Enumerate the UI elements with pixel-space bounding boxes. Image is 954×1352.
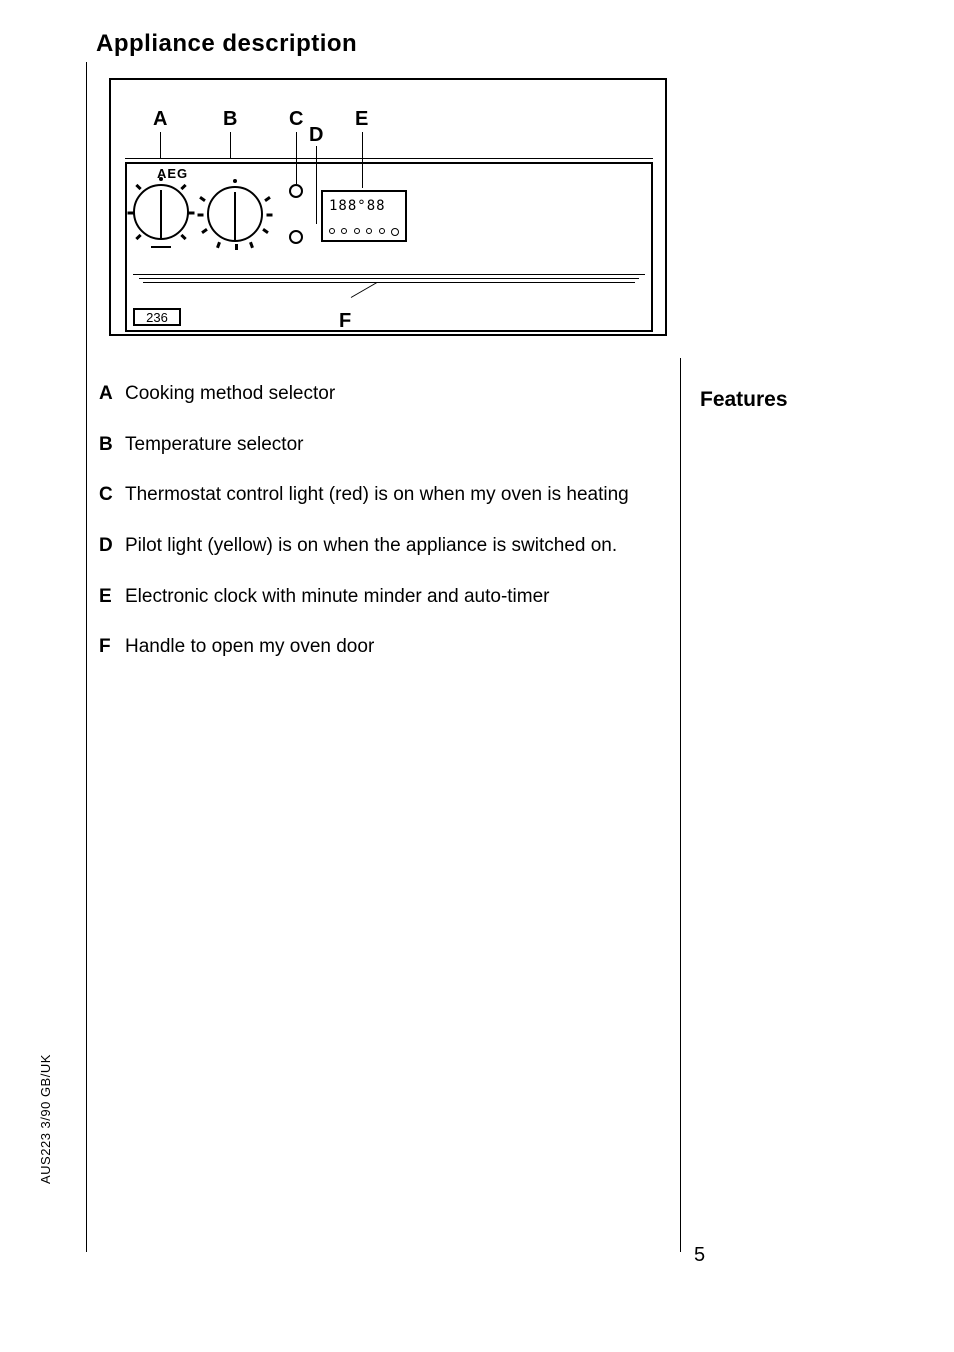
page-title: Appliance description xyxy=(96,30,357,58)
clock-digits: 188°88 xyxy=(329,198,386,214)
item-letter: B xyxy=(99,433,125,458)
footer-code: AUS223 3/90 GB/UK xyxy=(38,1054,53,1184)
clock-display: 188°88 xyxy=(321,190,407,242)
item-text: Thermostat control light (red) is on whe… xyxy=(125,483,669,508)
item-text: Handle to open my oven door xyxy=(125,635,669,660)
dial-cooking-method xyxy=(133,184,189,240)
list-item: E Electronic clock with minute minder an… xyxy=(99,585,669,610)
description-list: A Cooking method selector B Temperature … xyxy=(99,382,669,686)
left-border-rule xyxy=(86,62,87,1252)
oven-handle xyxy=(133,274,645,286)
list-item: F Handle to open my oven door xyxy=(99,635,669,660)
pilot-light-icon xyxy=(289,230,303,244)
model-number: 236 xyxy=(133,308,181,326)
page-number: 5 xyxy=(694,1244,705,1267)
item-letter: A xyxy=(99,382,125,407)
section-label-features: Features xyxy=(700,388,788,412)
diagram-label-d: D xyxy=(309,124,323,147)
dial-temperature xyxy=(207,186,263,242)
item-text: Cooking method selector xyxy=(125,382,669,407)
diagram-label-e: E xyxy=(355,108,368,131)
item-letter: D xyxy=(99,534,125,559)
item-letter: F xyxy=(99,635,125,660)
diagram-label-c: C xyxy=(289,108,303,131)
appliance-diagram: A B C D E AEG xyxy=(109,78,667,336)
list-item: C Thermostat control light (red) is on w… xyxy=(99,483,669,508)
diagram-label-b: B xyxy=(223,108,237,131)
list-item: B Temperature selector xyxy=(99,433,669,458)
item-text: Pilot light (yellow) is on when the appl… xyxy=(125,534,669,559)
item-text: Temperature selector xyxy=(125,433,669,458)
item-letter: E xyxy=(99,585,125,610)
item-text: Electronic clock with minute minder and … xyxy=(125,585,669,610)
diagram-label-f: F xyxy=(339,310,351,333)
list-item: D Pilot light (yellow) is on when the ap… xyxy=(99,534,669,559)
item-letter: C xyxy=(99,483,125,508)
right-border-rule xyxy=(680,358,681,1252)
list-item: A Cooking method selector xyxy=(99,382,669,407)
diagram-label-a: A xyxy=(153,108,167,131)
thermostat-light-icon xyxy=(289,184,303,198)
